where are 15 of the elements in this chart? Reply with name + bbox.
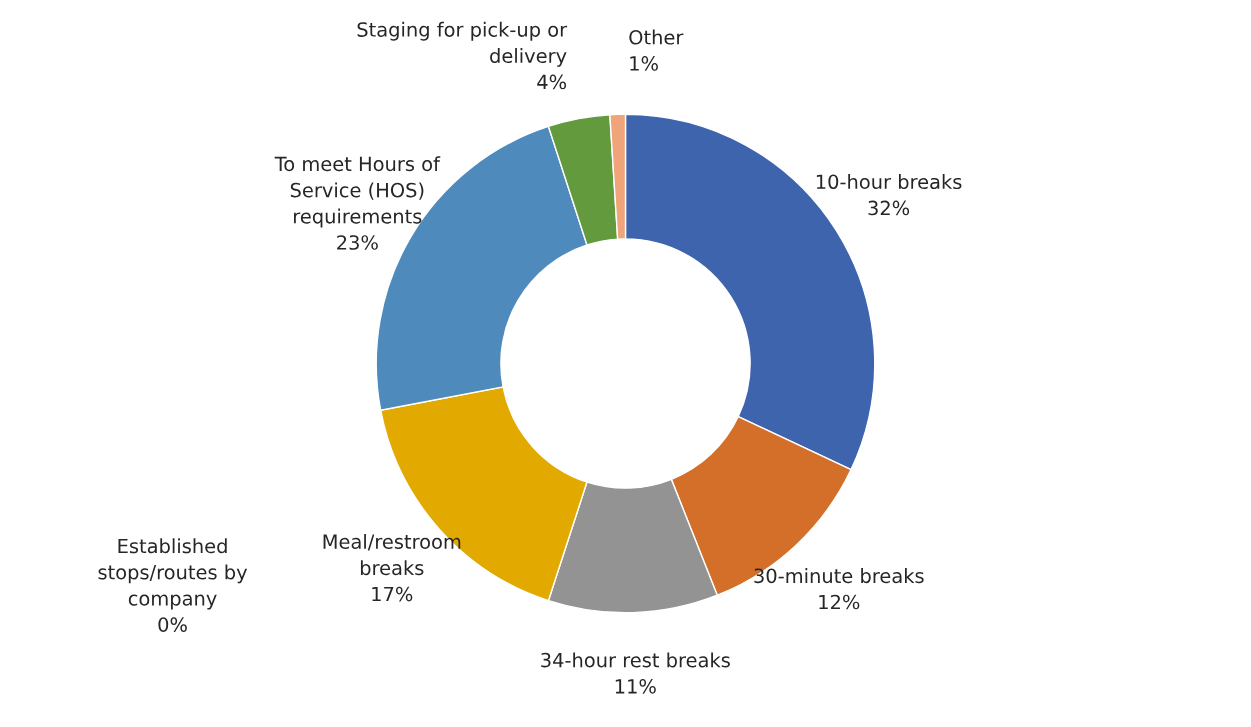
data-label: 32% (868, 200, 910, 216)
data-label: 12% (819, 594, 860, 610)
slice-label: Staging for pick-up or delivery (357, 21, 568, 67)
data-label: 1% (630, 56, 658, 71)
slice-label: Other (629, 29, 684, 45)
slice-label: 10-hour breaks (816, 174, 962, 190)
data-label: 17% (372, 586, 413, 602)
slice-label: 34-hour rest breaks (541, 652, 730, 668)
category-label: Established stops/routes by company (98, 538, 248, 610)
text: 0% (158, 617, 187, 632)
data-label: 23% (337, 235, 378, 250)
data-label: 4% (537, 74, 567, 90)
data-label: 11% (615, 678, 656, 694)
slice-label: 30-minute breaks (754, 568, 924, 584)
slice-label: To meet Hours of Service (HOS) requirements (274, 156, 441, 228)
